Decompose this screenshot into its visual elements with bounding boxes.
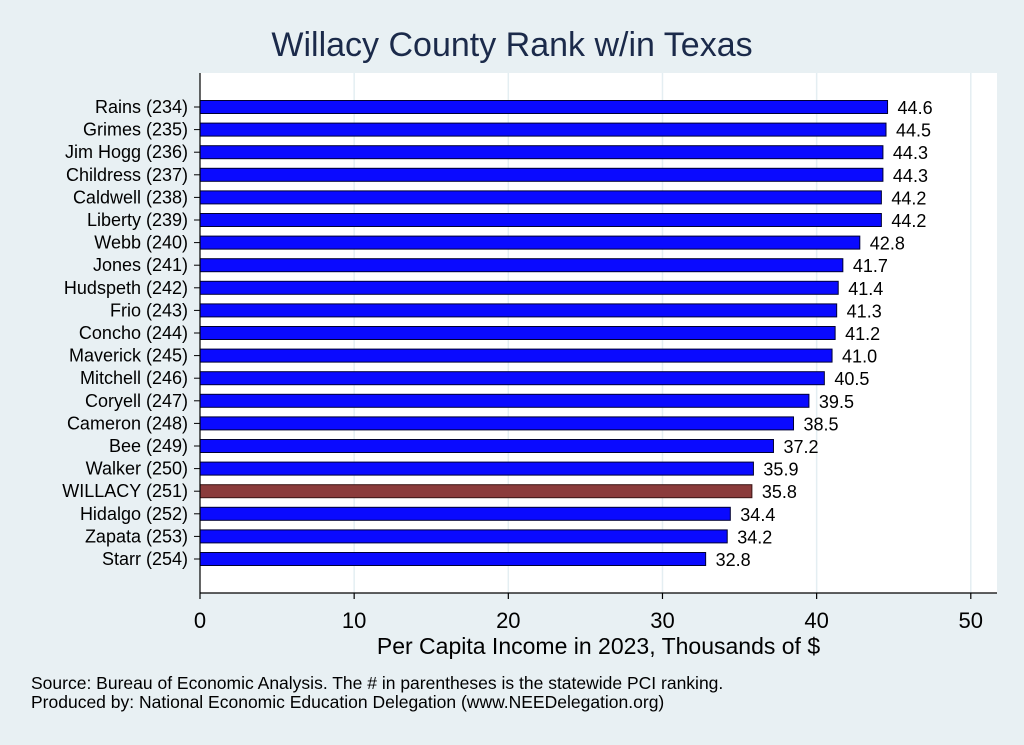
value-label: 40.5: [834, 369, 869, 389]
bar: [199, 303, 838, 318]
bars: [199, 100, 889, 566]
highlight-bar: [199, 484, 753, 499]
value-label: 41.7: [853, 256, 888, 276]
bar: [199, 145, 884, 160]
category-label: Jones (241): [93, 255, 188, 275]
chart-title: Willacy County Rank w/in Texas: [271, 26, 753, 64]
value-label: 44.6: [898, 98, 933, 118]
value-label: 38.5: [804, 414, 839, 434]
category-label: WILLACY (251): [62, 481, 188, 501]
category-label: Mitchell (246): [80, 368, 188, 388]
value-label: 44.2: [891, 211, 926, 231]
producer-note: Produced by: National Economic Education…: [31, 692, 665, 712]
category-label: Rains (234): [95, 97, 188, 117]
category-label: Concho (244): [79, 323, 188, 343]
bar: [199, 213, 882, 227]
x-tick-labels: 0 10 20 30 40 50: [194, 608, 983, 633]
value-label: 41.0: [842, 347, 877, 367]
bar: [199, 258, 844, 273]
value-label: 44.2: [891, 188, 926, 208]
category-labels: Rains (234) Grimes (235)Jim Hogg (236) Chi…: [62, 97, 188, 569]
bar: [199, 326, 836, 340]
x-tick-label: 10: [342, 608, 366, 633]
bar: [199, 280, 839, 295]
value-label: 32.8: [716, 550, 751, 570]
category-label: Hidalgo (252): [80, 504, 188, 524]
category-label: Liberty (239): [87, 210, 188, 230]
category-label: Caldwell (238): [73, 187, 188, 207]
bar: [199, 371, 825, 386]
bar: [199, 348, 833, 363]
bar: [199, 393, 810, 408]
category-label: Cameron (248): [67, 413, 188, 433]
bar: [199, 506, 731, 521]
category-label: Bee (249): [109, 436, 188, 456]
category-label: Zapata (253): [85, 526, 188, 546]
value-label: 35.8: [762, 482, 797, 502]
x-tick-label: 40: [804, 608, 828, 633]
bar: [199, 529, 728, 544]
category-label: Starr (254): [102, 549, 188, 569]
bar: [199, 461, 754, 476]
value-label: 41.4: [848, 279, 883, 299]
x-tick-label: 0: [194, 608, 206, 633]
x-tick-label: 30: [650, 608, 674, 633]
category-label: Childress (237): [66, 165, 188, 185]
bar: [199, 167, 884, 182]
value-label: 34.4: [740, 505, 775, 525]
value-label: 34.2: [737, 527, 772, 547]
value-label: 44.3: [893, 143, 928, 163]
x-axis-label: Per Capita Income in 2023, Thousands of …: [376, 633, 821, 659]
value-label: 35.9: [763, 460, 798, 480]
value-label: 41.2: [845, 324, 880, 344]
x-tick-label: 50: [959, 608, 983, 633]
category-label: Grimes (235): [83, 120, 188, 140]
bar: [199, 235, 861, 250]
value-label: 44.3: [893, 166, 928, 186]
bar: [199, 416, 795, 431]
bar: [199, 122, 887, 137]
category-label: Frio (243): [110, 300, 188, 320]
category-label: Walker (250): [86, 459, 188, 479]
category-label: Maverick (245): [69, 346, 188, 366]
value-label: 37.2: [783, 437, 818, 457]
bar: [199, 439, 774, 453]
category-label: Coryell (247): [85, 391, 188, 411]
category-label: Jim Hogg (236): [65, 142, 188, 162]
x-tick-label: 20: [496, 608, 520, 633]
category-label: Hudspeth (242): [64, 278, 188, 298]
value-label: 39.5: [819, 392, 854, 412]
source-note: Source: Bureau of Economic Analysis. The…: [31, 673, 724, 693]
bar: [199, 190, 882, 205]
value-label: 41.3: [847, 301, 882, 321]
value-label: 42.8: [870, 234, 905, 254]
value-label: 44.5: [896, 121, 931, 141]
bar: [199, 100, 889, 114]
bar: [199, 552, 707, 566]
value-labels: 44.644.544.344.344.244.242.841.741.441.3…: [716, 98, 933, 570]
category-label: Webb (240): [94, 233, 188, 253]
axes: [194, 73, 997, 599]
